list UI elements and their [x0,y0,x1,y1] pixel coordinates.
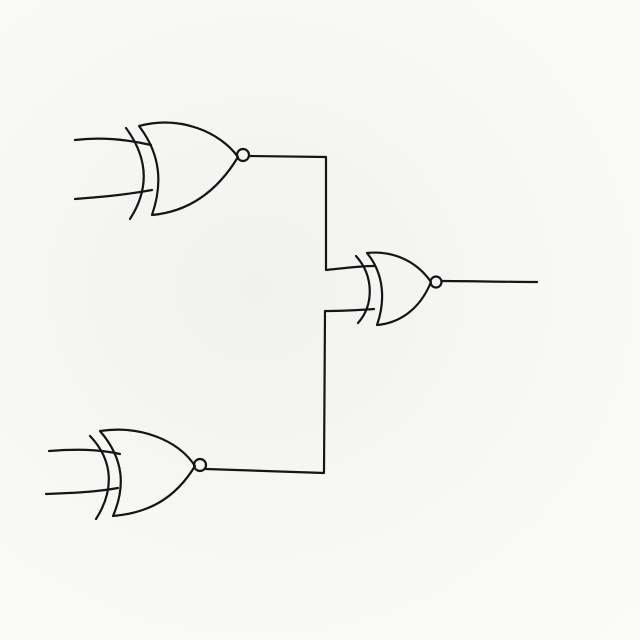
gate-bottom-body [98,428,197,518]
xnor-gate-top [73,121,251,221]
gate-bottom-inversion-bubble [192,457,208,473]
gate-top-extra-arc [124,126,145,221]
gate-output-inversion-bubble [429,275,443,289]
gate-output-output-wire [440,279,539,284]
gate-top-body [137,121,240,217]
interconnect-wires [204,154,376,475]
wire-bottom-to-output [204,307,376,475]
xnor-gate-bottom [44,428,208,521]
gate-output-body [365,251,433,327]
wire-top-to-output [247,154,376,272]
gate-bottom-input-wire-a [47,448,122,456]
gate-bottom-extra-arc [88,434,110,521]
gate-top-input-wire-a [73,137,153,147]
gate-output-extra-arc [354,254,371,325]
gate-bottom-input-wire-b [44,486,120,496]
gate-top-input-wire-b [73,188,154,201]
xnor-gate-output [354,251,539,327]
gate-top-inversion-bubble [235,147,251,163]
